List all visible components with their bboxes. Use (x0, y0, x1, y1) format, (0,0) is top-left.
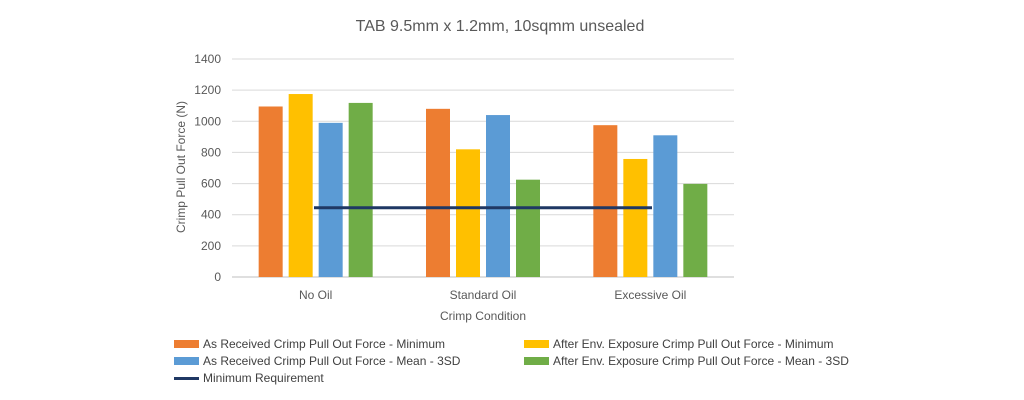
bar-2-no-oil (288, 94, 313, 278)
bar-4-no-oil (348, 102, 373, 277)
x-category-label: Excessive Oil (614, 288, 686, 302)
y-tick-label: 800 (201, 145, 221, 159)
bars (258, 94, 708, 278)
legend-swatch (174, 340, 199, 348)
y-tick-label: 1200 (194, 83, 221, 97)
legend-item-series-4: After Env. Exposure Crimp Pull Out Force… (524, 354, 849, 368)
y-tick-label: 1000 (194, 114, 221, 128)
y-tick-label: 200 (201, 239, 221, 253)
legend-item-series-3: As Received Crimp Pull Out Force - Mean … (174, 354, 460, 368)
legend-swatch (524, 357, 549, 365)
legend-item-minimum-requirement: Minimum Requirement (174, 371, 324, 385)
legend-swatch (174, 357, 199, 365)
bar-3-standard-oil (486, 115, 510, 277)
y-axis-ticks: 0 200 400 600 800 1000 1200 1400 (194, 52, 221, 284)
x-axis-label: Crimp Condition (440, 309, 526, 323)
bar-3-no-oil (318, 122, 343, 277)
y-axis-label: Crimp Pull Out Force (N) (174, 101, 188, 233)
bar-2-standard-oil (456, 149, 480, 277)
bar-1-no-oil (258, 106, 283, 277)
bar-2-excessive-oil (623, 158, 648, 277)
bar-1-standard-oil (426, 108, 450, 277)
x-axis-categories: No Oil Standard Oil Excessive Oil (299, 288, 686, 302)
legend-label: After Env. Exposure Crimp Pull Out Force… (553, 337, 834, 351)
legend-label: Minimum Requirement (203, 371, 324, 385)
bar-4-standard-oil (516, 179, 540, 277)
y-tick-label: 600 (201, 177, 221, 191)
y-tick-label: 400 (201, 208, 221, 222)
legend-swatch (524, 340, 549, 348)
bar-3-excessive-oil (653, 135, 678, 277)
legend-label: After Env. Exposure Crimp Pull Out Force… (553, 354, 849, 368)
chart: TAB 9.5mm x 1.2mm, 10sqmm unsealed 0 200 4… (174, 18, 734, 323)
bar-4-excessive-oil (683, 183, 708, 277)
legend-label: As Received Crimp Pull Out Force - Minim… (203, 337, 446, 351)
x-category-label: No Oil (299, 288, 332, 302)
chart-title: TAB 9.5mm x 1.2mm, 10sqmm unsealed (356, 18, 645, 35)
legend-item-series-2: After Env. Exposure Crimp Pull Out Force… (524, 337, 834, 351)
legend-item-series-1: As Received Crimp Pull Out Force - Minim… (174, 337, 445, 351)
legend-line-swatch (174, 376, 199, 380)
legend-label: As Received Crimp Pull Out Force - Mean … (203, 354, 461, 368)
y-tick-label: 0 (214, 270, 221, 284)
bar-1-excessive-oil (593, 125, 618, 277)
gridlines (232, 58, 734, 278)
y-tick-label: 1400 (194, 52, 221, 66)
x-category-label: Standard Oil (450, 288, 517, 302)
